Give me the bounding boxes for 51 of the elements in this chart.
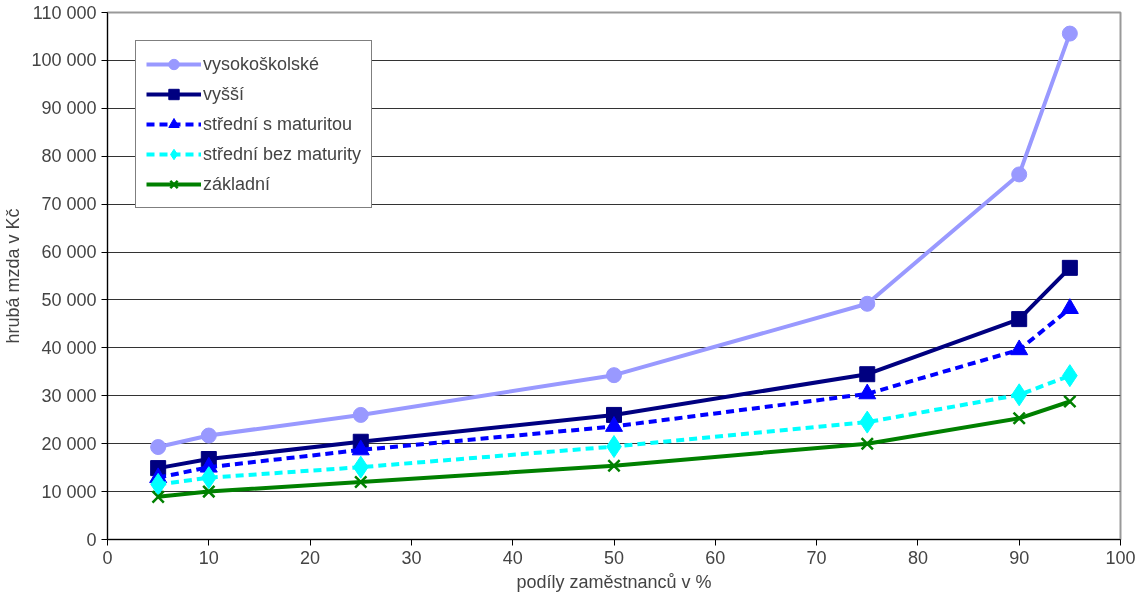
point	[1011, 166, 1028, 183]
y-tick-label: 0	[86, 529, 97, 550]
y-tick-label: 40 000	[41, 337, 97, 358]
point	[353, 475, 368, 489]
x-tick-label: 60	[705, 547, 726, 568]
point	[1012, 411, 1027, 426]
x-axis-title: podíly zaměstnanců v %	[516, 571, 712, 592]
point	[859, 410, 876, 434]
point	[1062, 394, 1077, 409]
point	[150, 439, 167, 456]
point	[1061, 25, 1078, 42]
x-tick-label: 30	[401, 547, 422, 568]
y-tick-label: 60 000	[41, 242, 97, 263]
x-tick-label: 90	[1009, 547, 1030, 568]
legend-label: střední bez maturity	[203, 143, 362, 165]
point	[859, 295, 876, 312]
y-tick-label: 30 000	[41, 385, 97, 406]
point	[1061, 259, 1078, 276]
point	[1011, 383, 1028, 407]
x-tick-label: 0	[102, 547, 113, 568]
y-tick-label: 50 000	[41, 289, 97, 310]
legend-label: vyšší	[203, 83, 245, 105]
y-tick-label: 10 000	[41, 481, 97, 502]
x-tick-label: 100	[1105, 547, 1136, 568]
point	[352, 406, 369, 423]
x-tick-label: 80	[907, 547, 928, 568]
point	[1011, 311, 1028, 328]
point	[606, 367, 622, 384]
y-tick-label: 110 000	[32, 2, 97, 23]
point	[607, 458, 621, 473]
x-tick-label: 50	[603, 547, 625, 568]
legend-label: základní	[203, 173, 271, 195]
point	[200, 466, 217, 490]
y-tick-label: 90 000	[41, 98, 97, 119]
point	[151, 489, 166, 504]
y-tick-label: 100 000	[31, 50, 97, 71]
point	[860, 436, 875, 451]
legend-label: vysokoškolské	[203, 53, 320, 75]
point	[201, 484, 216, 499]
x-tick-label: 10	[198, 547, 219, 568]
x-tick-label: 70	[806, 547, 827, 568]
x-tick-label: 40	[502, 547, 523, 568]
y-tick-label: 20 000	[41, 433, 97, 454]
legend-label: střední s maturitou	[203, 113, 353, 135]
y-axis-title: hrubá mzda v Kč	[3, 208, 24, 344]
point	[859, 366, 876, 383]
point	[200, 427, 217, 444]
point	[352, 455, 369, 479]
y-tick-label: 70 000	[41, 194, 97, 215]
x-tick-label: 20	[300, 547, 321, 568]
y-tick-label: 80 000	[41, 146, 97, 167]
